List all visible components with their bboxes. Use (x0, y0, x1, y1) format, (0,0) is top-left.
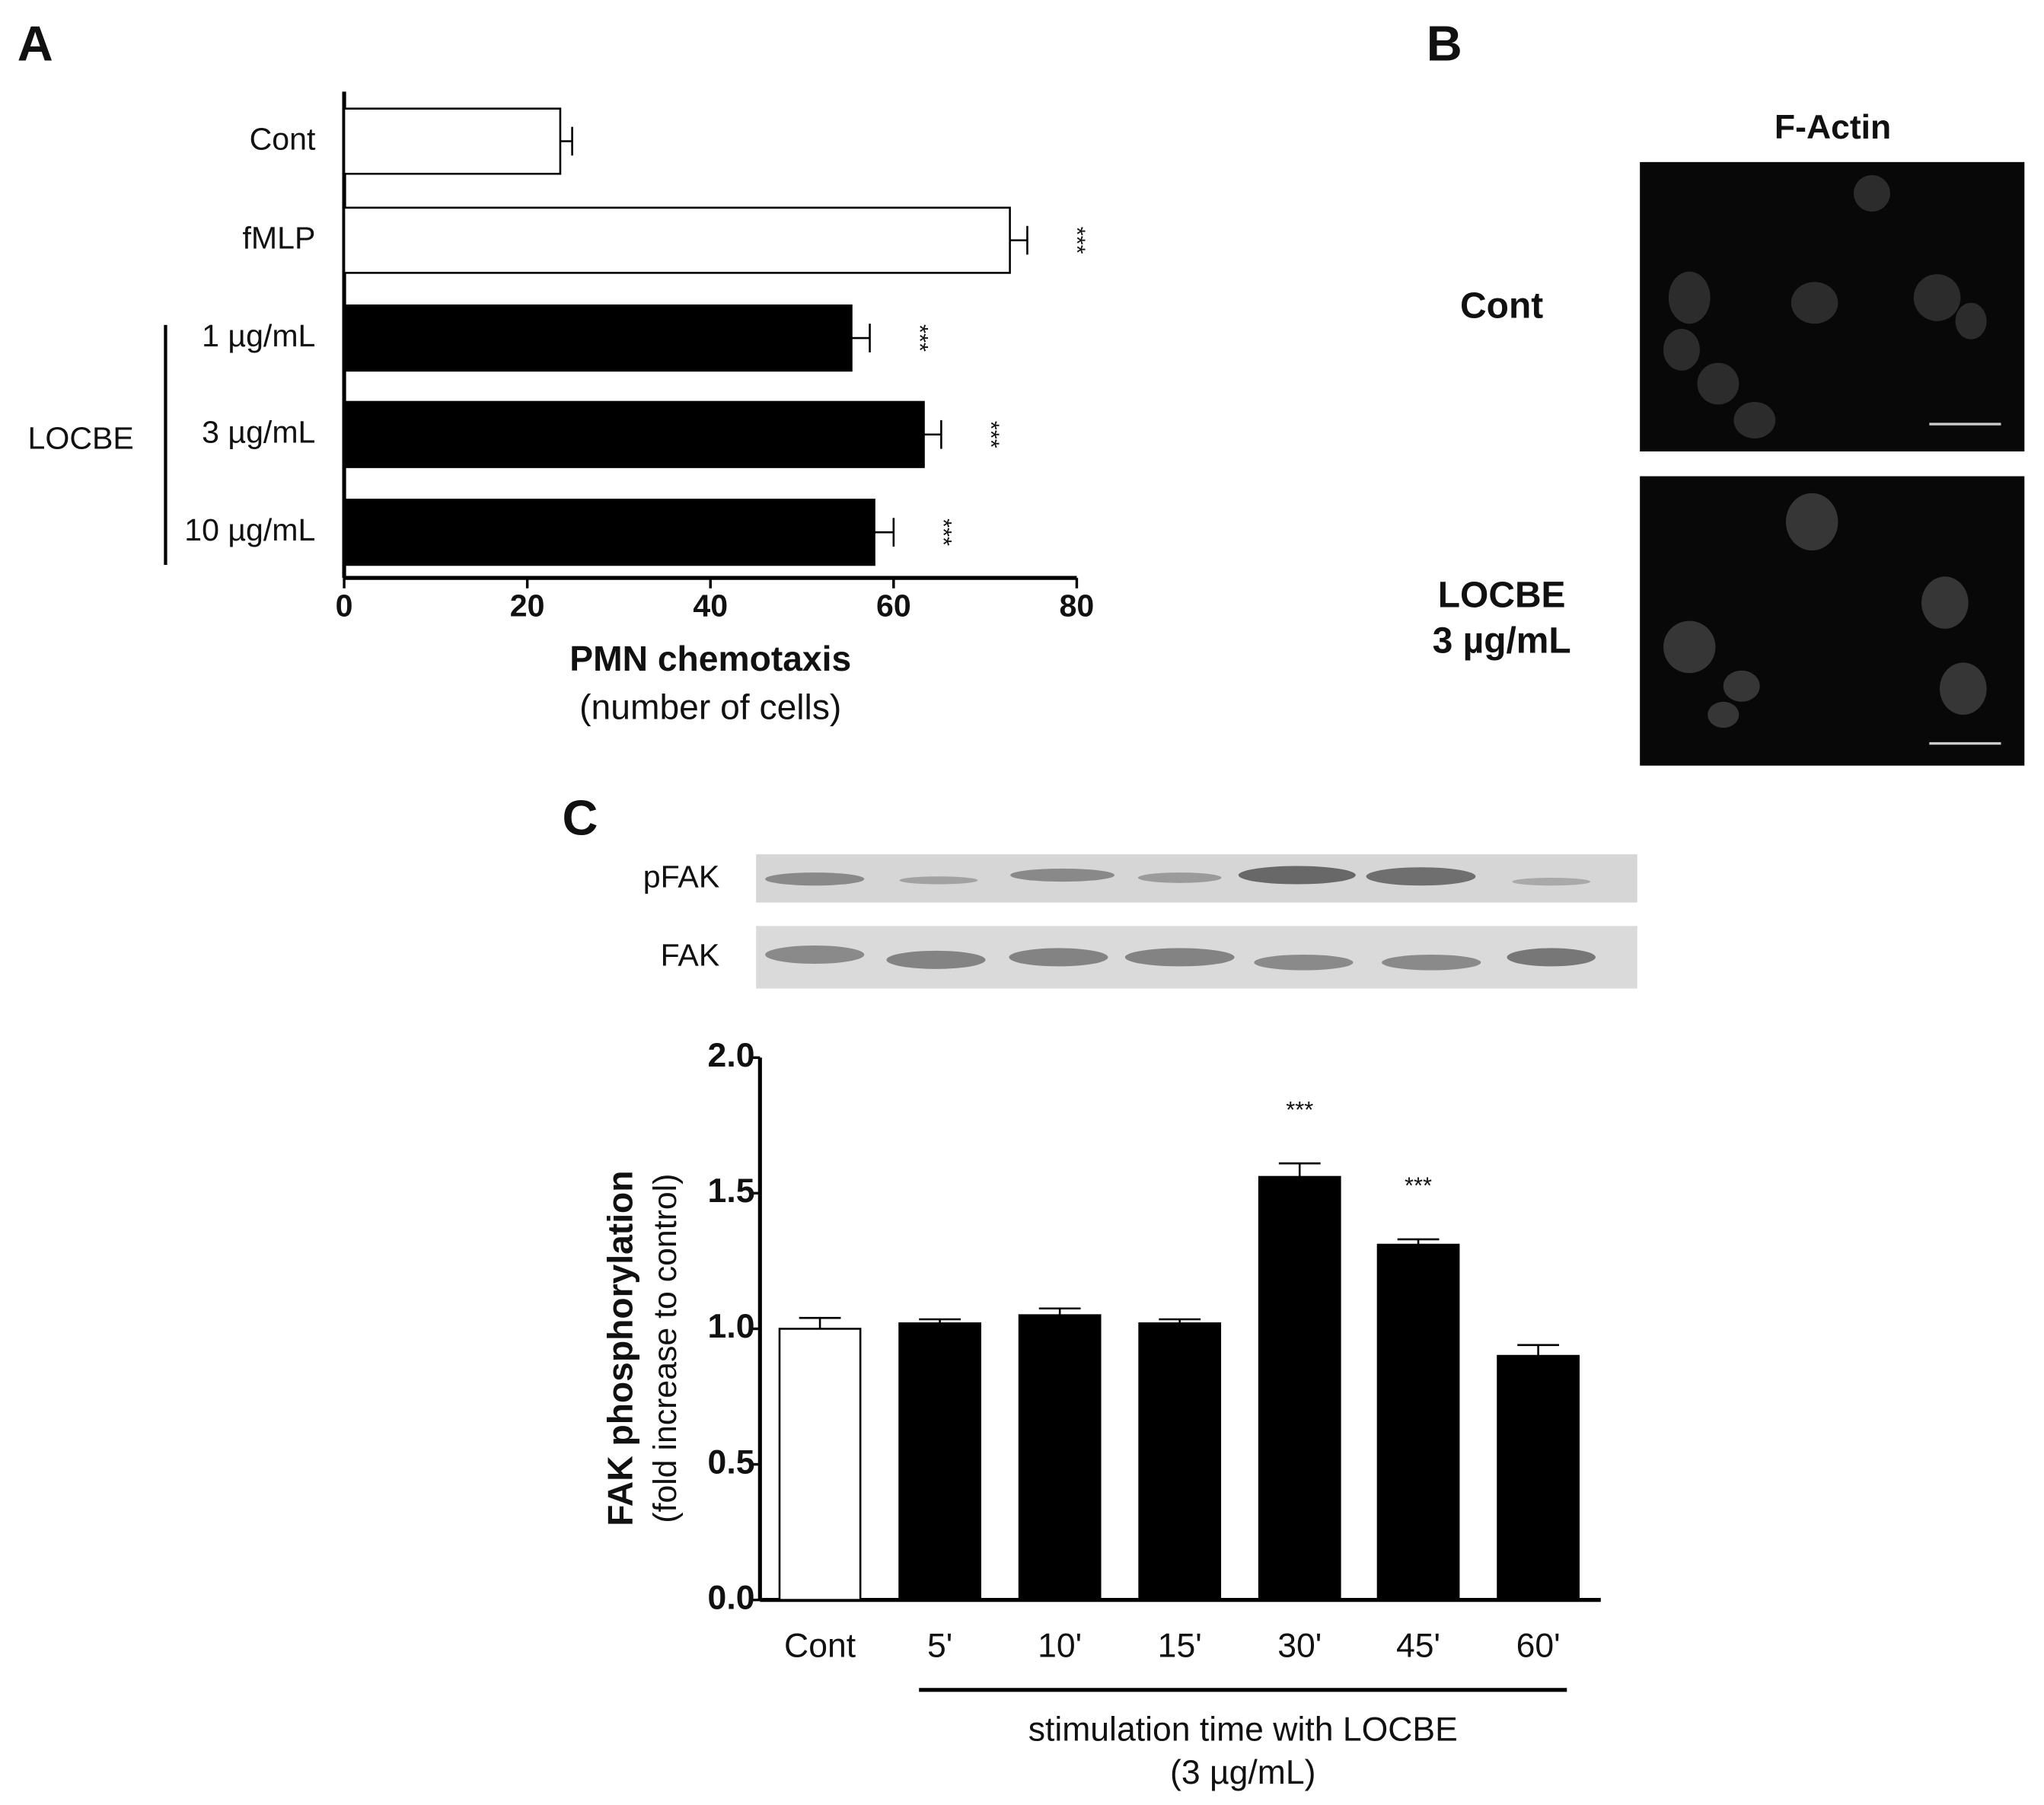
x-tick-label: 40 (693, 588, 728, 623)
category-label: 1 µg/mL (202, 318, 315, 353)
bar (1138, 1322, 1222, 1601)
bar (343, 304, 853, 372)
y-tick-label: 0.5 (708, 1443, 755, 1481)
bar (898, 1322, 981, 1601)
category-label: 30' (1277, 1628, 1322, 1665)
significance: *** (978, 421, 1005, 448)
category-label: 60' (1516, 1628, 1561, 1665)
significance: *** (1064, 227, 1091, 254)
bar (778, 1328, 862, 1601)
panel-label: B (1427, 15, 1462, 71)
category-label: Cont (250, 121, 316, 156)
x-tick-label: 80 (1060, 588, 1095, 623)
image-title: F-Actin (1775, 109, 1891, 146)
x-tick-label: 0 (336, 588, 353, 623)
y-axis-title: FAK phosphorylation (601, 1170, 640, 1526)
significance: *** (1405, 1172, 1432, 1199)
panel-label: C (563, 790, 598, 846)
group-label: LOCBE (28, 420, 134, 455)
row-label: 3 µg/mL (1433, 620, 1571, 661)
bar (1376, 1243, 1460, 1601)
western-blot (756, 854, 1637, 989)
blot-label: pFAK (643, 859, 719, 895)
panel-label: A (18, 15, 53, 71)
category-label: 10 µg/mL (184, 512, 315, 547)
bar (343, 400, 925, 468)
micrograph (1640, 161, 2025, 766)
x-tick-label: 60 (876, 588, 911, 623)
category-label: 5' (927, 1628, 952, 1665)
significance: *** (1286, 1096, 1313, 1123)
bar (343, 107, 562, 175)
y-tick-label: 1.5 (708, 1172, 755, 1210)
bar (1497, 1354, 1580, 1601)
y-axis-subtitle: (fold increase to control) (647, 1174, 684, 1523)
category-label: 15' (1158, 1628, 1202, 1665)
row-label: LOCBE (1438, 575, 1566, 615)
group-sublabel: (3 µg/mL) (1170, 1754, 1315, 1791)
blot-label: FAK (661, 937, 720, 972)
category-label: 45' (1396, 1628, 1440, 1665)
category-label: 10' (1038, 1628, 1082, 1665)
bar (1018, 1314, 1102, 1601)
y-tick-label: 0.0 (708, 1579, 755, 1616)
group-label: stimulation time with LOCBE (1028, 1711, 1458, 1748)
y-tick-label: 2.0 (708, 1037, 755, 1074)
y-tick-label: 1.0 (708, 1308, 755, 1345)
category-label: Cont (784, 1628, 856, 1665)
x-axis-subtitle: (number of cells) (579, 687, 841, 726)
significance: *** (907, 324, 933, 352)
row-label: Cont (1460, 285, 1543, 326)
bar (1258, 1175, 1341, 1601)
bar (343, 206, 1011, 274)
category-label: 3 µg/mL (202, 415, 315, 450)
category-label: fMLP (243, 220, 316, 255)
x-tick-label: 20 (510, 588, 545, 623)
significance: *** (930, 518, 957, 546)
bar (343, 499, 875, 566)
x-axis-title: PMN chemotaxis (569, 639, 851, 678)
